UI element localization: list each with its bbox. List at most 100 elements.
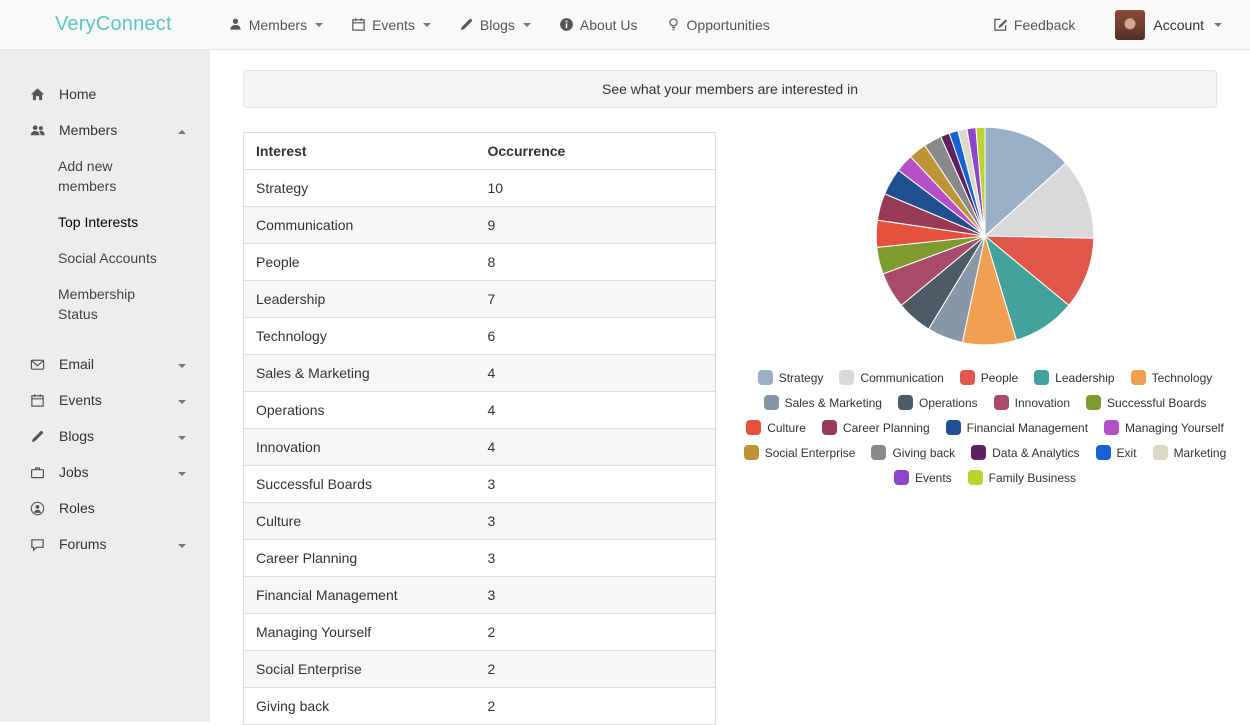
sidebar-item-roles[interactable]: Roles [0, 490, 210, 526]
sidebar-item-email[interactable]: Email [0, 346, 210, 382]
interest-pie-chart [875, 126, 1095, 346]
occurrence-cell: 3 [475, 539, 716, 577]
legend-swatch [839, 370, 855, 385]
sidebar-item-add-new-members[interactable]: Add new members [58, 158, 117, 194]
table-row[interactable]: Financial Management 3 [243, 576, 716, 614]
legend-label: Culture [767, 420, 806, 435]
pencil-icon [459, 17, 474, 32]
nav-item-label: About Us [579, 16, 638, 33]
legend-item[interactable]: Events [893, 470, 952, 485]
table-row[interactable]: Giving back 2 [243, 687, 716, 725]
legend-item[interactable]: Giving back [871, 445, 955, 460]
legend-swatch [757, 370, 773, 385]
occurrence-cell: 6 [475, 317, 716, 355]
legend-item[interactable]: Sales & Marketing [763, 395, 882, 410]
feedback-label: Feedback [1013, 16, 1076, 33]
legend-swatch [945, 420, 961, 435]
legend-item[interactable]: Strategy [757, 370, 823, 385]
legend-swatch [1086, 395, 1102, 410]
legend-swatch [959, 370, 975, 385]
sidebar-item-social-accounts[interactable]: Social Accounts [58, 250, 157, 266]
legend-item[interactable]: Social Enterprise [743, 445, 855, 460]
legend-item[interactable]: Operations [897, 395, 978, 410]
pie-slice[interactable] [975, 126, 986, 237]
legend-item[interactable]: Leadership [1034, 370, 1115, 385]
sidebar-item-membership-status[interactable]: Membership Status [58, 286, 136, 322]
chevron-up-icon [178, 130, 186, 134]
pie-slice[interactable] [983, 235, 1095, 307]
legend-label: Events [914, 470, 952, 485]
sidebar-item-events[interactable]: Events [0, 382, 210, 418]
legend-label: Sales & Marketing [784, 395, 882, 410]
legend-item[interactable]: Career Planning [821, 420, 930, 435]
legend-item[interactable]: Marketing [1152, 445, 1226, 460]
top-navbar: VeryConnect Members Events Blogs [0, 0, 1250, 50]
legend-label: Exit [1116, 445, 1137, 460]
legend-swatch [893, 470, 909, 485]
occurrence-cell: 4 [475, 354, 716, 392]
calendar-icon [351, 17, 366, 32]
table-row[interactable]: Sales & Marketing 4 [243, 354, 716, 392]
legend-item[interactable]: Technology [1130, 370, 1212, 385]
pie-slice[interactable] [984, 126, 1067, 238]
interest-cell: Career Planning [243, 539, 476, 577]
nav-item-about-us[interactable]: About Us [545, 0, 652, 50]
sidebar-item-members[interactable]: Members [0, 112, 210, 148]
sidebar-item-label: Roles [59, 500, 95, 516]
legend-item[interactable]: Exit [1095, 445, 1137, 460]
sidebar-item-top-interests[interactable]: Top Interests [58, 214, 139, 230]
occurrence-cell: 4 [475, 428, 716, 466]
account-menu[interactable]: Account [1115, 9, 1222, 40]
nav-item-members[interactable]: Members [214, 0, 337, 50]
legend-item[interactable]: Financial Management [945, 420, 1089, 435]
sidebar-item-blogs[interactable]: Blogs [0, 418, 210, 454]
nav-item-opportunities[interactable]: Opportunities [652, 0, 784, 50]
interest-cell: Social Enterprise [243, 650, 476, 688]
interest-cell: People [243, 243, 476, 281]
table-row[interactable]: People 8 [243, 243, 716, 281]
legend-item[interactable]: Data & Analytics [971, 445, 1080, 460]
legend-item[interactable]: Successful Boards [1086, 395, 1206, 410]
person-circle-icon [30, 501, 45, 516]
nav-item-events[interactable]: Events [337, 0, 445, 50]
table-row[interactable]: Successful Boards 3 [243, 465, 716, 503]
legend-label: Financial Management [966, 420, 1089, 435]
sidebar-item-label: Members [59, 122, 118, 138]
occurrence-cell: 3 [475, 465, 716, 503]
legend-swatch [871, 445, 887, 460]
table-row[interactable]: Strategy 10 [243, 169, 716, 207]
account-avatar [1115, 9, 1146, 40]
legend-label: Giving back [892, 445, 956, 460]
legend-item[interactable]: Managing Yourself [1104, 420, 1224, 435]
brand-logo[interactable]: VeryConnect [55, 13, 172, 35]
table-row[interactable]: Social Enterprise 2 [243, 650, 716, 688]
legend-label: Innovation [1014, 395, 1071, 410]
table-row[interactable]: Culture 3 [243, 502, 716, 540]
table-row[interactable]: Technology 6 [243, 317, 716, 355]
table-row[interactable]: Managing Yourself 2 [243, 613, 716, 651]
table-row[interactable]: Career Planning 3 [243, 539, 716, 577]
table-row[interactable]: Leadership 7 [243, 280, 716, 318]
nav-item-blogs[interactable]: Blogs [445, 0, 545, 50]
table-row[interactable]: Operations 4 [243, 391, 716, 429]
legend-item[interactable]: Culture [746, 420, 806, 435]
legend-item[interactable]: Family Business [967, 470, 1076, 485]
sidebar-item-forums[interactable]: Forums [0, 526, 210, 562]
chart-area: Strategy Communication People Leadership Tec… [740, 122, 1230, 485]
table-row[interactable]: Communication 9 [243, 206, 716, 244]
interest-cell: Operations [243, 391, 476, 429]
legend-swatch [1034, 370, 1050, 385]
legend-label: Leadership [1055, 370, 1115, 385]
legend-item[interactable]: Innovation [993, 395, 1071, 410]
legend-swatch [763, 395, 779, 410]
feedback-button[interactable]: Feedback [979, 0, 1089, 50]
legend-item[interactable]: Communication [839, 370, 944, 385]
pie-slice[interactable] [983, 162, 1095, 239]
table-row[interactable]: Innovation 4 [243, 428, 716, 466]
legend-item[interactable]: People [959, 370, 1018, 385]
legend-swatch [971, 445, 987, 460]
users-icon [30, 123, 45, 138]
chevron-down-icon [178, 364, 186, 368]
sidebar-item-jobs[interactable]: Jobs [0, 454, 210, 490]
sidebar-item-home[interactable]: Home [0, 76, 210, 112]
